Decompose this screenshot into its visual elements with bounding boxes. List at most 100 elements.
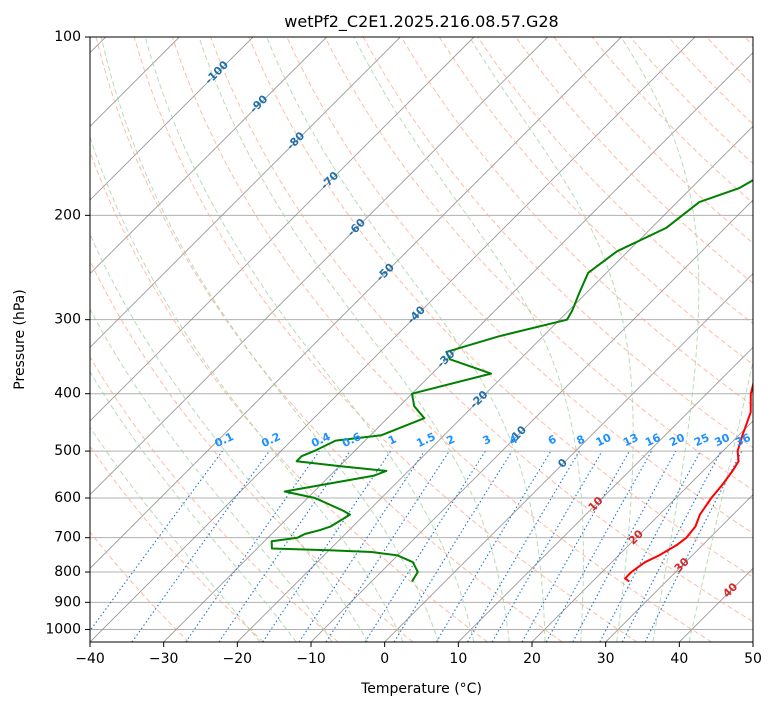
moist-adiabat-line <box>144 37 475 642</box>
x-tick-label: −20 <box>223 651 253 667</box>
mixing-ratio-line <box>545 450 653 642</box>
isotherm-label: -30 <box>434 347 457 370</box>
mixing-ratio-line <box>298 450 425 642</box>
moist-adiabat-line <box>90 232 369 642</box>
mixing-ratio-line <box>521 450 630 642</box>
y-axis: 100 200 300 400 500 600 700 800 900 1000 <box>45 29 90 637</box>
isotherm-line <box>90 37 475 422</box>
mixing-ratio-label: 0.4 <box>309 430 332 450</box>
mixing-ratio-label: 25 <box>692 431 711 449</box>
mixing-ratio-line <box>599 450 701 642</box>
isotherm-line <box>310 199 753 642</box>
x-tick-label: 20 <box>523 651 541 667</box>
dry-adiabat-line <box>744 37 753 47</box>
isotherm-line <box>605 494 753 642</box>
dry-adiabat-line <box>133 37 638 642</box>
dry-adiabat-line <box>400 37 753 407</box>
x-tick-label: −40 <box>75 651 105 667</box>
isotherm-label: 10 <box>586 494 606 514</box>
y-tick-label: 100 <box>54 29 81 45</box>
background-lines <box>90 37 753 642</box>
mixing-ratio-label: 0.2 <box>259 430 282 450</box>
mixing-ratio-line <box>572 450 677 642</box>
data-series <box>270 179 753 583</box>
isotherm-line <box>458 346 753 642</box>
dewpoint-profile-line <box>270 179 753 583</box>
isotherm-line <box>90 37 254 201</box>
x-tick-label: 40 <box>670 651 688 667</box>
isotherm-line <box>531 420 753 642</box>
isotherm-label: -80 <box>284 129 307 152</box>
x-tick-label: 10 <box>449 651 467 667</box>
x-tick-label: −10 <box>296 651 326 667</box>
x-tick-label: 50 <box>744 651 762 667</box>
dry-adiabat-line <box>438 37 753 366</box>
mixing-ratio-label: 30 <box>713 431 733 449</box>
dry-adiabat-line <box>90 259 414 642</box>
x-axis: −40 −30 −20 −10 0 10 20 30 40 50 <box>75 642 762 667</box>
isotherm-label: -40 <box>405 303 428 326</box>
mixing-ratio-line <box>218 450 351 642</box>
mixing-ratio-label: 16 <box>643 431 663 449</box>
y-tick-label: 700 <box>54 530 81 546</box>
dry-adiabat-line <box>706 37 753 86</box>
dry-adiabat-line <box>515 37 753 284</box>
dry-adiabat-line <box>210 37 753 623</box>
isotherm-line <box>90 37 327 275</box>
isotherm-label: 0 <box>555 456 570 471</box>
isotherm-label: -90 <box>247 92 270 115</box>
isotherm-line <box>163 52 753 642</box>
mixing-ratio-line <box>185 450 320 642</box>
isotherm-label: -70 <box>318 169 341 192</box>
isotherm-line <box>679 567 753 642</box>
moist-adiabat-line <box>353 37 584 642</box>
mixing-ratio-label: 10 <box>594 431 614 449</box>
mixing-ratio-label: 3 <box>481 433 493 448</box>
moist-adiabat-line <box>620 37 700 642</box>
temperature-profile-line <box>624 380 753 583</box>
mixing-ratio-label: 20 <box>667 431 687 449</box>
mixing-ratio-label: 13 <box>621 431 640 449</box>
y-tick-label: 600 <box>54 490 81 506</box>
isotherm-label: -100 <box>202 58 231 87</box>
moist-adiabat-line <box>198 37 510 642</box>
isotherm-line <box>90 37 622 569</box>
y-axis-label: Pressure (hPa) <box>12 289 28 389</box>
isotherm-line <box>90 37 548 496</box>
mixing-ratio-line <box>131 450 270 642</box>
y-tick-label: 900 <box>54 594 81 610</box>
isotherm-line <box>752 641 753 642</box>
chart-title: wetPf2_C2E1.2025.216.08.57.G28 <box>284 12 558 32</box>
y-tick-label: 200 <box>54 207 81 223</box>
mixing-ratio-line <box>393 450 513 642</box>
mixing-ratio-label: 8 <box>575 433 587 448</box>
plot-frame <box>89 36 754 643</box>
dry-adiabat-line <box>248 37 753 578</box>
mixing-ratio-line <box>90 450 223 632</box>
dry-adiabat-line <box>90 445 264 642</box>
x-tick-label: −30 <box>149 651 179 667</box>
isotherm-line <box>237 125 753 642</box>
mixing-ratio-line <box>435 450 552 642</box>
mixing-ratio-label: 1.5 <box>414 430 437 450</box>
mixing-ratio-label: 0.6 <box>340 430 363 450</box>
mixing-ratio-line <box>621 450 722 642</box>
mixing-ratio-label: 0.1 <box>213 430 236 450</box>
mixing-ratio-line <box>262 450 392 642</box>
y-tick-label: 500 <box>54 443 81 459</box>
isotherm-label: -60 <box>345 216 368 239</box>
mixing-ratio-label: 1 <box>386 433 398 448</box>
moist-adiabat-line <box>90 308 333 642</box>
moist-adiabat-line <box>469 37 634 642</box>
dry-adiabat-line <box>477 37 753 325</box>
dry-adiabat-line <box>171 37 712 642</box>
dry-adiabat-line <box>90 356 339 642</box>
moist-adiabat-line <box>266 37 546 642</box>
isotherm-line <box>90 37 696 642</box>
isotherm-label: 40 <box>720 580 740 600</box>
mixing-ratio-label: 36 <box>733 431 753 449</box>
y-tick-label: 400 <box>54 386 81 402</box>
moist-adiabat-line <box>688 358 753 642</box>
dry-adiabat-line <box>90 150 488 642</box>
